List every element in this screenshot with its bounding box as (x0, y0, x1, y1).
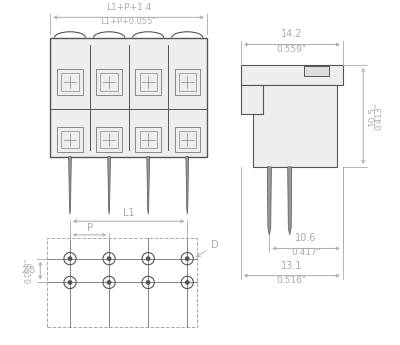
Text: 0.559": 0.559" (277, 45, 307, 53)
Bar (174, 127, 200, 152)
Bar (241, 65, 343, 85)
Polygon shape (288, 167, 292, 235)
Circle shape (68, 257, 72, 260)
Text: L1+P+0.055": L1+P+0.055" (100, 17, 157, 26)
Bar (178, 73, 196, 91)
Bar (140, 131, 157, 148)
Text: 13.1: 13.1 (281, 260, 302, 270)
Bar (96, 69, 122, 95)
Text: 0.098": 0.098" (25, 258, 34, 283)
Text: L1: L1 (123, 208, 134, 218)
Text: 14.2: 14.2 (281, 29, 302, 39)
Bar (241, 85, 263, 114)
Polygon shape (147, 157, 150, 215)
Circle shape (186, 257, 189, 260)
Bar (136, 69, 161, 95)
Bar (304, 66, 330, 76)
Bar (100, 73, 118, 91)
Bar (140, 73, 157, 91)
Bar (174, 69, 200, 95)
Text: 0.417": 0.417" (291, 248, 321, 257)
Text: 2.5: 2.5 (21, 266, 35, 275)
Circle shape (68, 281, 72, 284)
Polygon shape (267, 167, 271, 235)
Bar (96, 127, 122, 152)
Bar (100, 131, 118, 148)
Bar (61, 131, 79, 148)
Bar (253, 85, 337, 167)
Circle shape (107, 281, 111, 284)
Bar (178, 131, 196, 148)
Polygon shape (108, 157, 110, 215)
Text: 0.413": 0.413" (374, 102, 383, 130)
Bar (57, 127, 83, 152)
Circle shape (186, 281, 189, 284)
Text: D: D (196, 240, 219, 257)
Text: L1+P+1.4: L1+P+1.4 (106, 3, 151, 12)
Text: P: P (86, 223, 92, 233)
Text: 10.6: 10.6 (295, 233, 317, 243)
Polygon shape (69, 157, 71, 215)
Polygon shape (186, 157, 189, 215)
Bar (136, 127, 161, 152)
Bar (50, 38, 207, 157)
Bar (47, 238, 197, 327)
Circle shape (107, 257, 111, 260)
Circle shape (146, 257, 150, 260)
Text: 10.5: 10.5 (368, 106, 377, 126)
Bar (57, 69, 83, 95)
Text: 0.516": 0.516" (277, 276, 307, 285)
Circle shape (146, 281, 150, 284)
Bar (61, 73, 79, 91)
